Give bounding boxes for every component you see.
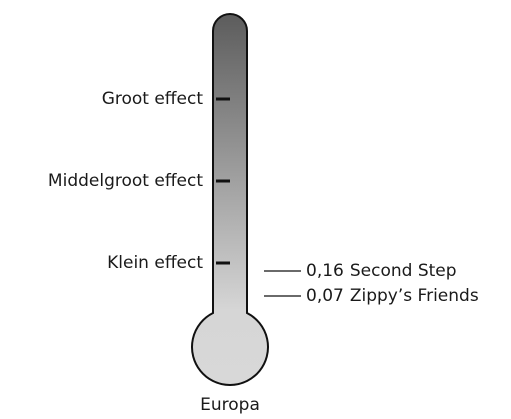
annotation-label: Second Step — [350, 261, 457, 281]
scale-ticks — [216, 97, 230, 265]
annotation-value: 0,07 — [306, 286, 344, 306]
scale-label: Groot effect — [102, 89, 204, 109]
annotation-label: Zippy’s Friends — [350, 286, 479, 306]
annotations: 0,16 Second Step 0,07 Zippy’s Friends — [264, 261, 479, 306]
scale-labels: Groot effect Middelgroot effect Klein effe… — [48, 89, 203, 273]
annotation-value: 0,16 — [306, 261, 344, 281]
footer-label: Europa — [200, 395, 260, 415]
thermometer — [191, 13, 269, 386]
scale-label: Klein effect — [107, 253, 203, 273]
annotation: 0,07 Zippy’s Friends — [306, 286, 479, 306]
annotation: 0,16 Second Step — [306, 261, 457, 281]
scale-label: Middelgroot effect — [48, 171, 203, 191]
